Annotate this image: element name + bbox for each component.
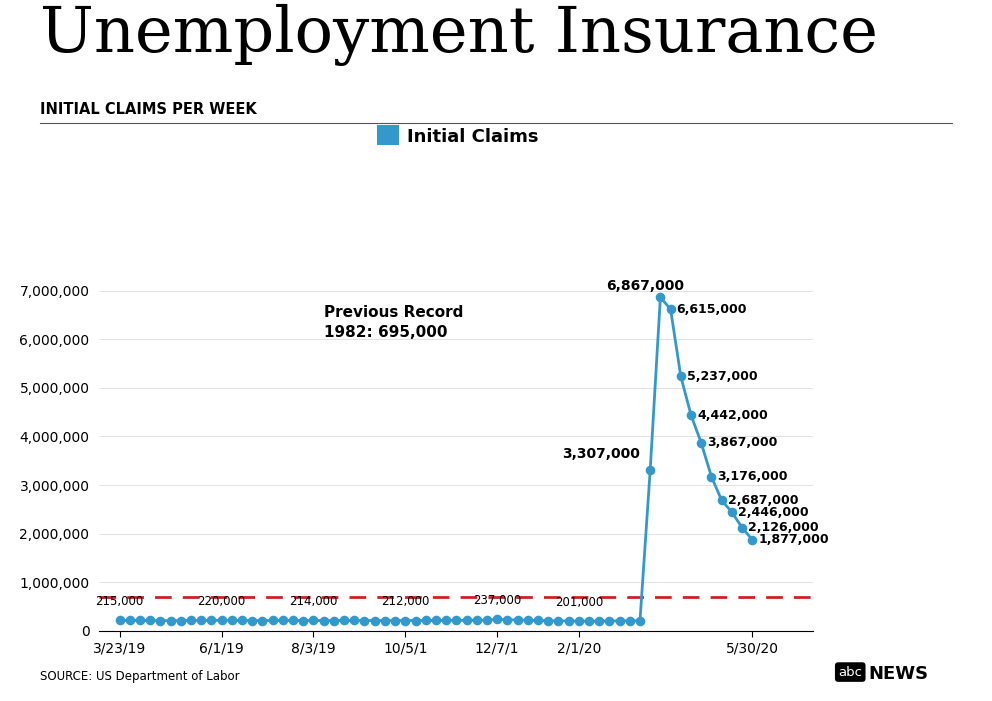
Point — [601, 615, 617, 627]
Point — [296, 615, 311, 626]
Text: 6,867,000: 6,867,000 — [606, 279, 684, 293]
Point — [285, 615, 301, 626]
Point — [408, 615, 424, 626]
Point — [653, 292, 669, 303]
Point — [458, 615, 474, 626]
Text: 2,126,000: 2,126,000 — [748, 521, 818, 534]
Point — [438, 615, 454, 626]
Point — [142, 615, 158, 626]
Text: abc: abc — [838, 665, 862, 679]
Point — [336, 615, 352, 626]
Point — [193, 615, 209, 626]
Text: 3,867,000: 3,867,000 — [707, 437, 778, 449]
Point — [122, 615, 138, 626]
Point — [663, 304, 679, 315]
Text: 4,442,000: 4,442,000 — [697, 409, 768, 421]
Point — [326, 615, 342, 626]
Point — [642, 465, 658, 476]
Text: NEWS: NEWS — [868, 665, 929, 683]
Text: 220,000: 220,000 — [197, 595, 246, 608]
Point — [489, 614, 505, 625]
Text: 201,000: 201,000 — [555, 596, 603, 609]
Text: 2,687,000: 2,687,000 — [728, 494, 799, 507]
Point — [387, 615, 403, 626]
Text: 2,446,000: 2,446,000 — [738, 505, 808, 519]
Point — [398, 615, 414, 626]
Point — [377, 615, 393, 626]
Point — [591, 615, 607, 627]
Point — [520, 615, 536, 626]
Point — [275, 615, 291, 626]
Point — [255, 615, 271, 626]
Point — [530, 615, 546, 626]
Point — [632, 615, 648, 626]
Point — [570, 615, 586, 627]
Point — [153, 615, 169, 626]
Point — [551, 615, 566, 627]
Point — [346, 615, 362, 626]
Text: 5,237,000: 5,237,000 — [686, 370, 758, 383]
Point — [622, 615, 638, 627]
Text: 1,877,000: 1,877,000 — [758, 533, 829, 546]
Point — [673, 371, 688, 382]
Point — [499, 614, 515, 625]
Point — [469, 615, 485, 626]
Text: SOURCE: US Department of Labor: SOURCE: US Department of Labor — [40, 670, 239, 683]
Point — [265, 615, 281, 626]
Text: 3,307,000: 3,307,000 — [562, 447, 640, 461]
Point — [693, 437, 709, 449]
Text: Unemployment Insurance: Unemployment Insurance — [40, 4, 878, 66]
Text: 237,000: 237,000 — [473, 594, 521, 607]
Point — [560, 615, 576, 627]
Point — [418, 615, 434, 626]
Point — [112, 615, 128, 626]
Point — [448, 615, 464, 626]
Point — [541, 615, 557, 626]
Point — [203, 615, 219, 626]
Text: 3,176,000: 3,176,000 — [717, 470, 788, 483]
Point — [744, 534, 760, 545]
Point — [683, 409, 699, 421]
Point — [173, 615, 188, 626]
Point — [213, 615, 229, 626]
Text: Initial Claims: Initial Claims — [407, 128, 539, 146]
Point — [132, 615, 148, 626]
Point — [244, 615, 260, 626]
Text: 214,000: 214,000 — [290, 595, 337, 608]
Point — [234, 615, 250, 626]
Text: Previous Record: Previous Record — [323, 305, 463, 320]
Point — [581, 615, 597, 627]
Point — [356, 615, 372, 626]
Point — [724, 506, 740, 517]
Text: 6,615,000: 6,615,000 — [677, 303, 747, 316]
Point — [367, 615, 383, 626]
Text: 1982: 695,000: 1982: 695,000 — [323, 325, 447, 340]
Point — [510, 614, 526, 625]
Text: 212,000: 212,000 — [381, 595, 430, 608]
Point — [703, 471, 719, 482]
Point — [184, 615, 199, 626]
Point — [734, 522, 750, 533]
Text: INITIAL CLAIMS PER WEEK: INITIAL CLAIMS PER WEEK — [40, 102, 256, 116]
Point — [479, 615, 495, 626]
Point — [306, 615, 321, 626]
Point — [428, 615, 443, 626]
Point — [612, 615, 628, 627]
Point — [315, 615, 331, 626]
Point — [224, 615, 240, 626]
Point — [713, 495, 729, 506]
Point — [163, 615, 179, 626]
Text: 215,000: 215,000 — [95, 595, 144, 608]
